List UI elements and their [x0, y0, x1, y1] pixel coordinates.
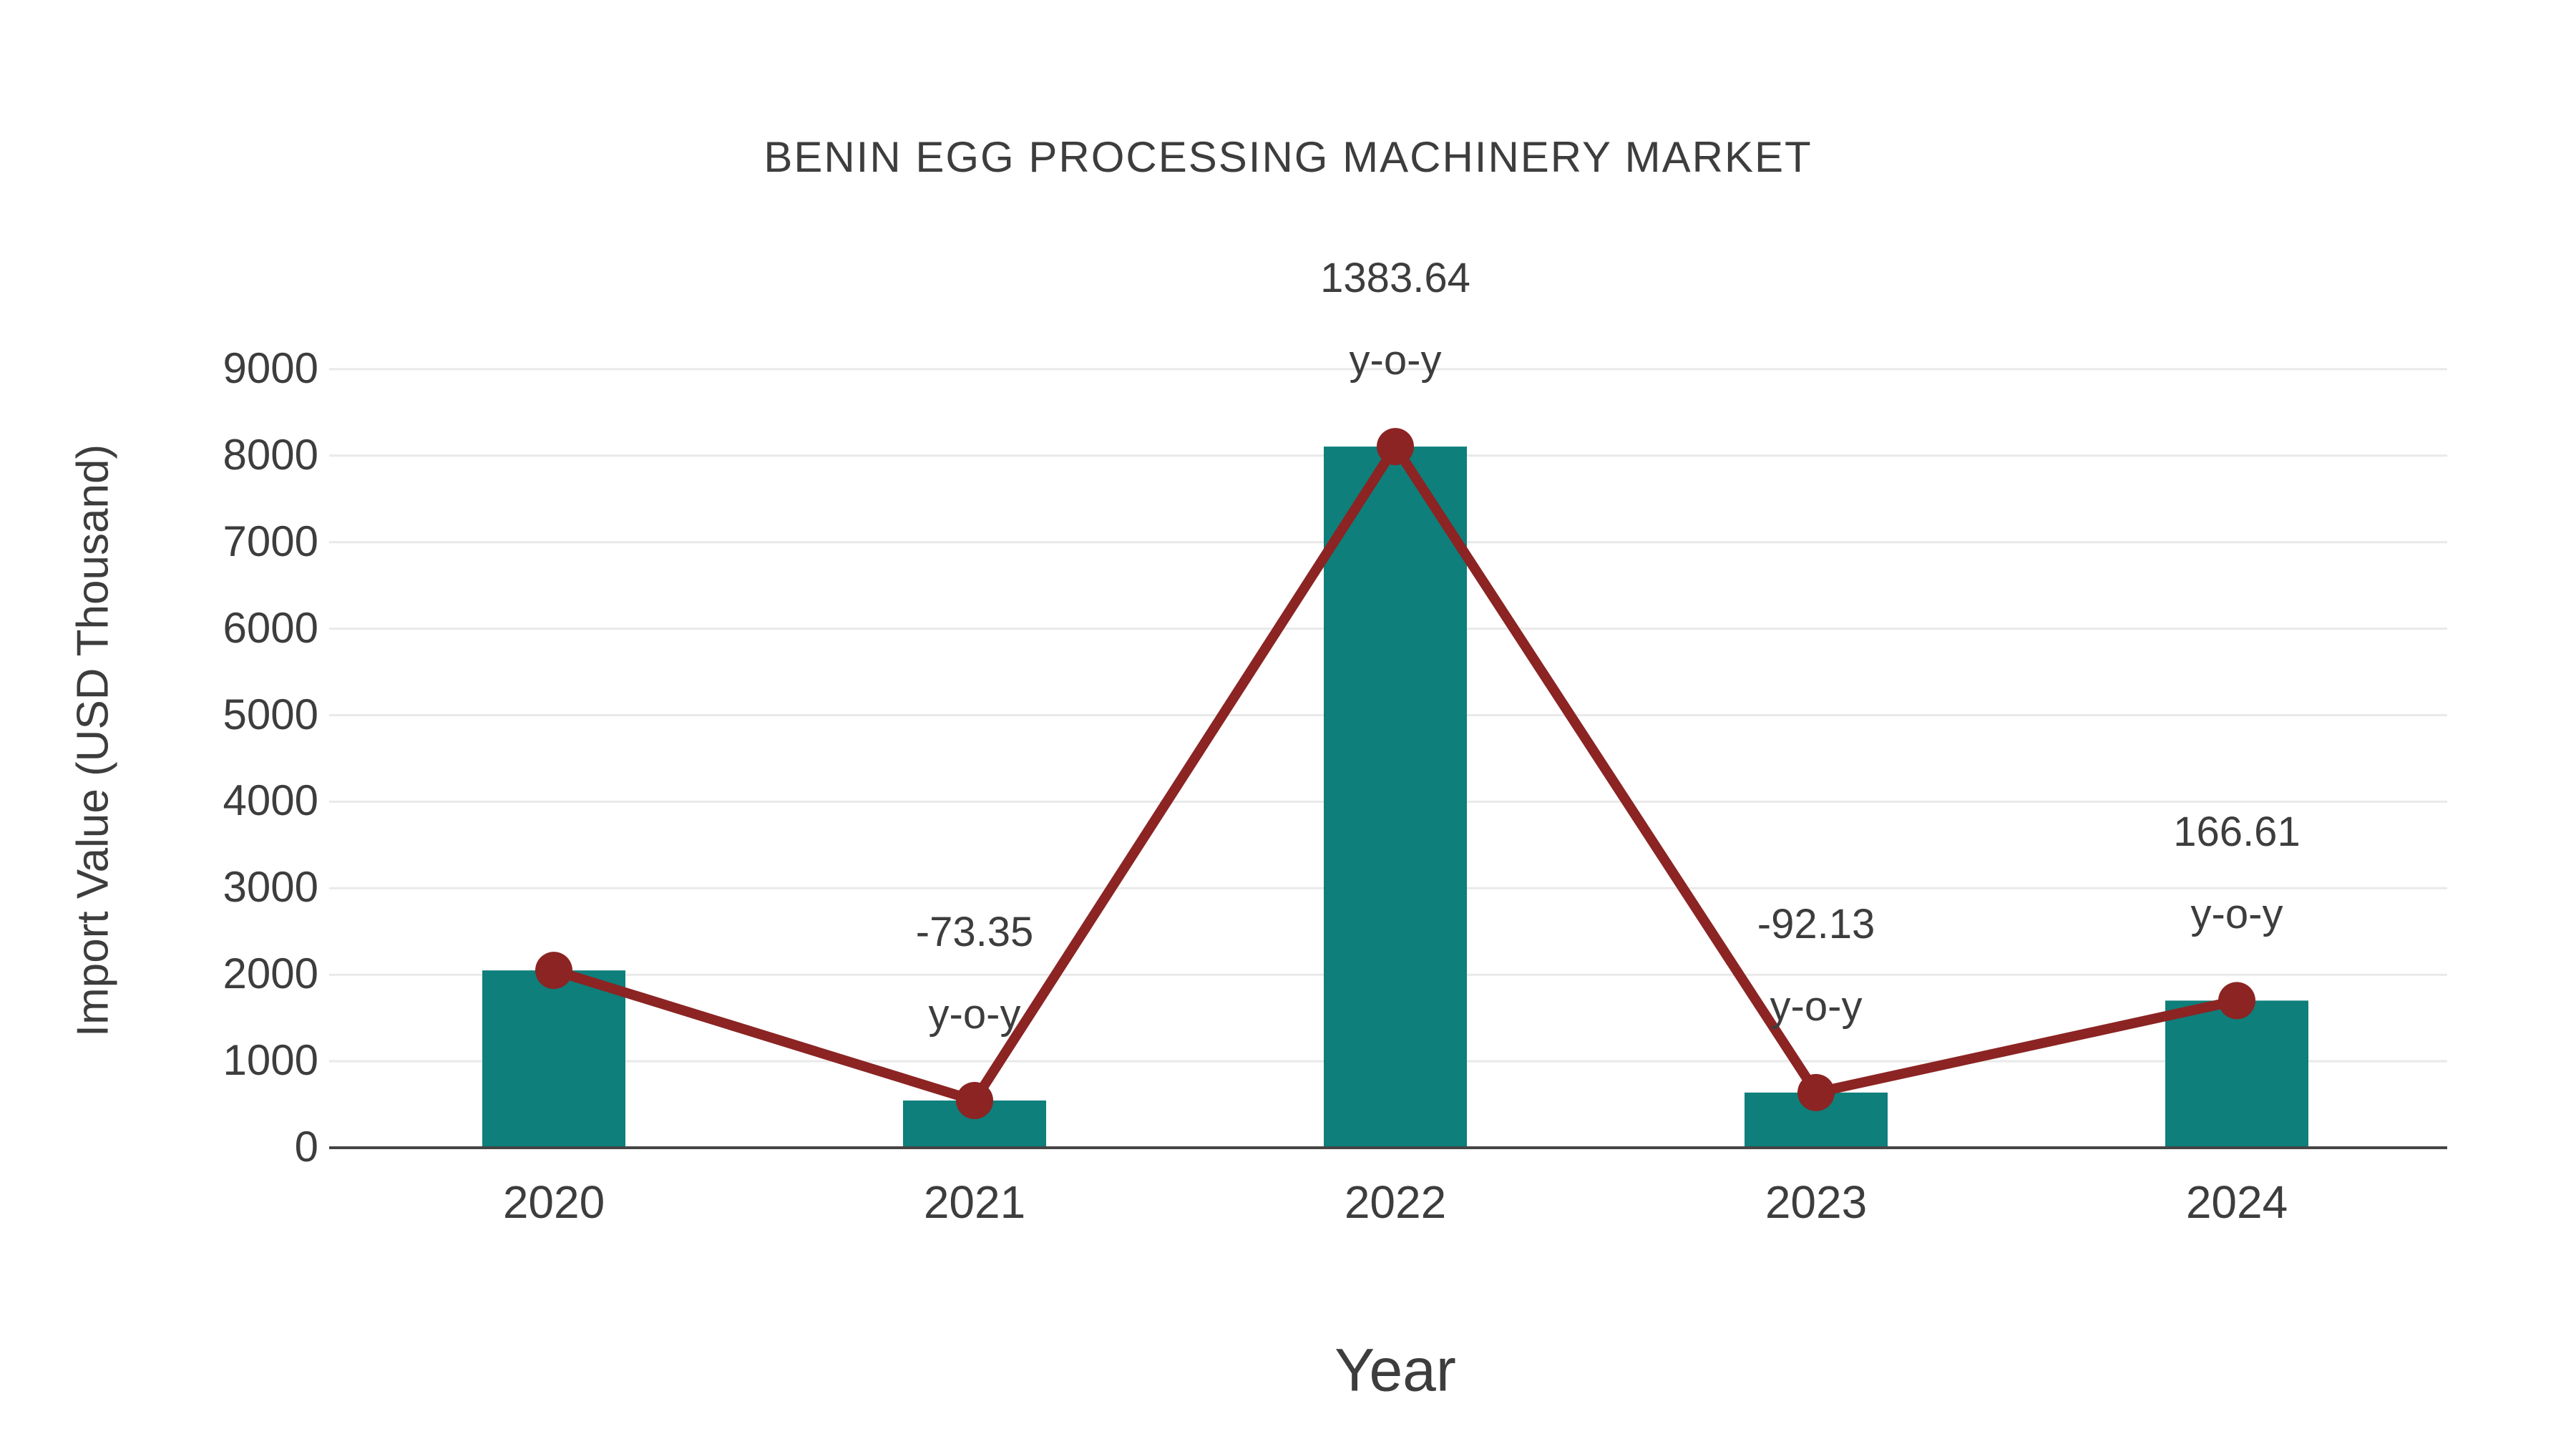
y-tick-label: 3000	[223, 863, 318, 912]
y-axis-title: Import Value (USD Thousand)	[68, 444, 118, 1038]
yoy-marker-2020	[535, 952, 572, 990]
yoy-marker-2024	[2218, 982, 2255, 1020]
y-tick-label: 9000	[223, 343, 318, 392]
y-tick-label: 8000	[223, 430, 318, 479]
x-tick-label: 2023	[1765, 1176, 1868, 1228]
y-tick-label: 4000	[223, 776, 318, 825]
annotation-yoy: y-o-y	[2190, 891, 2283, 938]
y-tick-label: 7000	[223, 517, 318, 565]
annotation-value: 166.61	[2173, 809, 2301, 856]
annotation-value: -92.13	[1757, 900, 1875, 947]
yoy-marker-2021	[956, 1081, 993, 1119]
x-tick-label: 2020	[502, 1176, 605, 1228]
y-tick-label: 1000	[223, 1035, 318, 1084]
annotation-yoy: y-o-y	[1349, 337, 1442, 384]
bar-2022	[1324, 447, 1467, 1148]
x-tick-label: 2024	[2185, 1176, 2288, 1228]
x-tick-label: 2022	[1344, 1176, 1447, 1228]
y-tick-label: 6000	[223, 603, 318, 652]
annotation-value: 1383.64	[1320, 255, 1470, 302]
annotation-value: -73.35	[915, 908, 1034, 955]
y-tick-label: 0	[294, 1122, 318, 1171]
x-tick-label: 2021	[923, 1176, 1026, 1228]
chart-title: BENIN EGG PROCESSING MACHINERY MARKET	[763, 133, 1813, 181]
annotation-yoy: y-o-y	[1770, 982, 1863, 1030]
bar-2020	[482, 970, 625, 1148]
y-tick-label: 2000	[223, 949, 318, 997]
yoy-marker-2023	[1797, 1073, 1835, 1111]
x-axis-title: Year	[1335, 1336, 1456, 1404]
bar-2024	[2165, 1000, 2308, 1148]
y-tick-label: 5000	[223, 690, 318, 738]
annotation-yoy: y-o-y	[928, 990, 1021, 1038]
yoy-marker-2022	[1377, 428, 1414, 466]
